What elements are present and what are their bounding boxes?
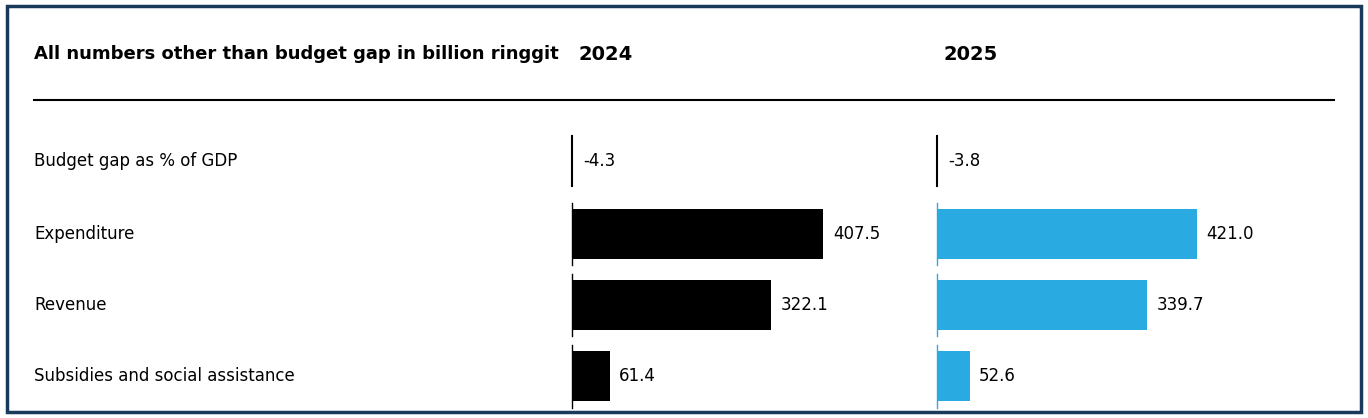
Text: -4.3: -4.3 (583, 152, 616, 170)
Bar (937, 209, 1197, 259)
Text: All numbers other than budget gap in billion ringgit: All numbers other than budget gap in bil… (34, 45, 560, 64)
Text: 339.7: 339.7 (1156, 296, 1204, 314)
Text: 61.4: 61.4 (620, 367, 657, 385)
Text: 52.6: 52.6 (979, 367, 1016, 385)
Text: Subsidies and social assistance: Subsidies and social assistance (34, 367, 295, 385)
Text: Expenditure: Expenditure (34, 225, 134, 243)
Text: 322.1: 322.1 (780, 296, 828, 314)
Bar (572, 280, 770, 330)
Bar (572, 209, 824, 259)
Text: Budget gap as % of GDP: Budget gap as % of GDP (34, 152, 238, 170)
Text: Revenue: Revenue (34, 296, 107, 314)
Text: 2024: 2024 (579, 45, 633, 64)
Bar (937, 280, 1146, 330)
Text: 421.0: 421.0 (1207, 225, 1254, 243)
Text: 2025: 2025 (944, 45, 999, 64)
Bar (572, 351, 610, 401)
Text: 407.5: 407.5 (833, 225, 880, 243)
Text: -3.8: -3.8 (948, 152, 981, 170)
Bar (937, 351, 970, 401)
